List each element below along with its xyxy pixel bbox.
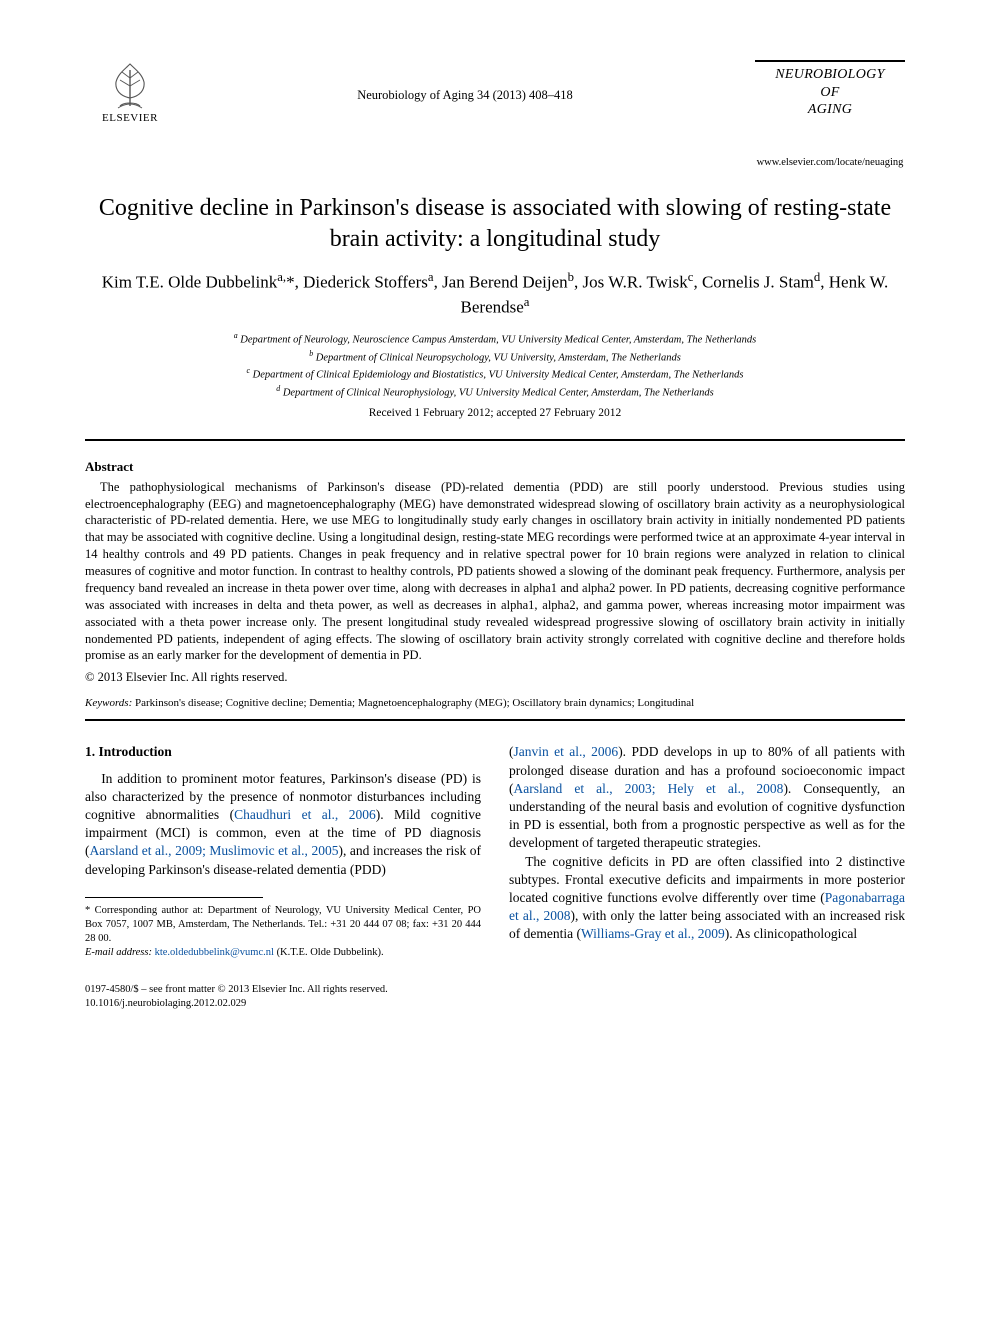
- abstract-heading: Abstract: [85, 459, 905, 475]
- abstract-copyright: © 2013 Elsevier Inc. All rights reserved…: [85, 670, 905, 685]
- affiliation-text: Department of Neurology, Neuroscience Ca…: [240, 334, 756, 345]
- publisher-block: ELSEVIER: [85, 60, 175, 124]
- affiliation: b Department of Clinical Neuropsychology…: [85, 348, 905, 366]
- journal-title: NEUROBIOLOGY OF AGING: [755, 66, 905, 119]
- citation-link[interactable]: Chaudhuri et al., 2006: [234, 807, 376, 822]
- right-column: (Janvin et al., 2006). PDD develops in u…: [509, 743, 905, 960]
- abstract-body: The pathophysiological mechanisms of Par…: [85, 479, 905, 665]
- footer-line: 0197-4580/$ – see front matter © 2013 El…: [85, 983, 905, 997]
- email-label: E-mail address:: [85, 947, 152, 958]
- footer-doi: 10.1016/j.neurobiolaging.2012.02.029: [85, 997, 905, 1011]
- affiliation: c Department of Clinical Epidemiology an…: [85, 365, 905, 383]
- citation-link[interactable]: Williams-Gray et al., 2009: [581, 926, 725, 941]
- elsevier-tree-icon: [106, 60, 154, 110]
- affiliation: d Department of Clinical Neurophysiology…: [85, 383, 905, 401]
- article-dates: Received 1 February 2012; accepted 27 Fe…: [85, 407, 905, 419]
- publisher-name: ELSEVIER: [102, 112, 158, 124]
- citation-line: Neurobiology of Aging 34 (2013) 408–418: [175, 60, 755, 103]
- body-paragraph: The cognitive deficits in PD are often c…: [509, 853, 905, 944]
- article-title: Cognitive decline in Parkinson's disease…: [85, 193, 905, 255]
- page-header: ELSEVIER Neurobiology of Aging 34 (2013)…: [85, 60, 905, 168]
- journal-url[interactable]: www.elsevier.com/locate/neuaging: [755, 157, 905, 168]
- divider-rule: [85, 439, 905, 441]
- text-run: ). As clinicopathological: [725, 926, 857, 941]
- divider-rule: [85, 719, 905, 721]
- journal-title-line: AGING: [755, 101, 905, 119]
- affiliation-text: Department of Clinical Epidemiology and …: [253, 370, 744, 381]
- email-suffix: (K.T.E. Olde Dubbelink).: [277, 947, 384, 958]
- affiliation-text: Department of Clinical Neurophysiology, …: [283, 387, 714, 398]
- journal-title-line: NEUROBIOLOGY: [755, 66, 905, 84]
- body-columns: 1. Introduction In addition to prominent…: [85, 743, 905, 960]
- keywords-text: Parkinson's disease; Cognitive decline; …: [135, 697, 694, 709]
- citation-link[interactable]: Aarsland et al., 2009; Muslimovic et al.…: [90, 843, 339, 858]
- affiliation-text: Department of Clinical Neuropsychology, …: [316, 352, 681, 363]
- section-heading: 1. Introduction: [85, 743, 481, 761]
- keywords-line: Keywords: Parkinson's disease; Cognitive…: [85, 697, 905, 709]
- body-paragraph: (Janvin et al., 2006). PDD develops in u…: [509, 743, 905, 852]
- footnote-email-line: E-mail address: kte.oldedubbelink@vumc.n…: [85, 946, 481, 960]
- paper-page: ELSEVIER Neurobiology of Aging 34 (2013)…: [0, 0, 990, 1051]
- email-link[interactable]: kte.oldedubbelink@vumc.nl: [155, 947, 274, 958]
- left-column: 1. Introduction In addition to prominent…: [85, 743, 481, 960]
- footnote-rule: [85, 897, 263, 898]
- citation-link[interactable]: Aarsland et al., 2003; Hely et al., 2008: [514, 781, 784, 796]
- affiliations: a Department of Neurology, Neuroscience …: [85, 330, 905, 401]
- page-footer: 0197-4580/$ – see front matter © 2013 El…: [85, 983, 905, 1011]
- keywords-label: Keywords:: [85, 697, 132, 709]
- author-list: Kim T.E. Olde Dubbelinka,*, Diederick St…: [85, 269, 905, 320]
- citation-link[interactable]: Janvin et al., 2006: [514, 744, 619, 759]
- journal-title-line: OF: [755, 84, 905, 102]
- journal-block: NEUROBIOLOGY OF AGING www.elsevier.com/l…: [755, 60, 905, 168]
- journal-rule: [755, 60, 905, 62]
- body-paragraph: In addition to prominent motor features,…: [85, 770, 481, 879]
- corresponding-footnote: * Corresponding author at: Department of…: [85, 904, 481, 961]
- affiliation: a Department of Neurology, Neuroscience …: [85, 330, 905, 348]
- footnote-text: * Corresponding author at: Department of…: [85, 904, 481, 947]
